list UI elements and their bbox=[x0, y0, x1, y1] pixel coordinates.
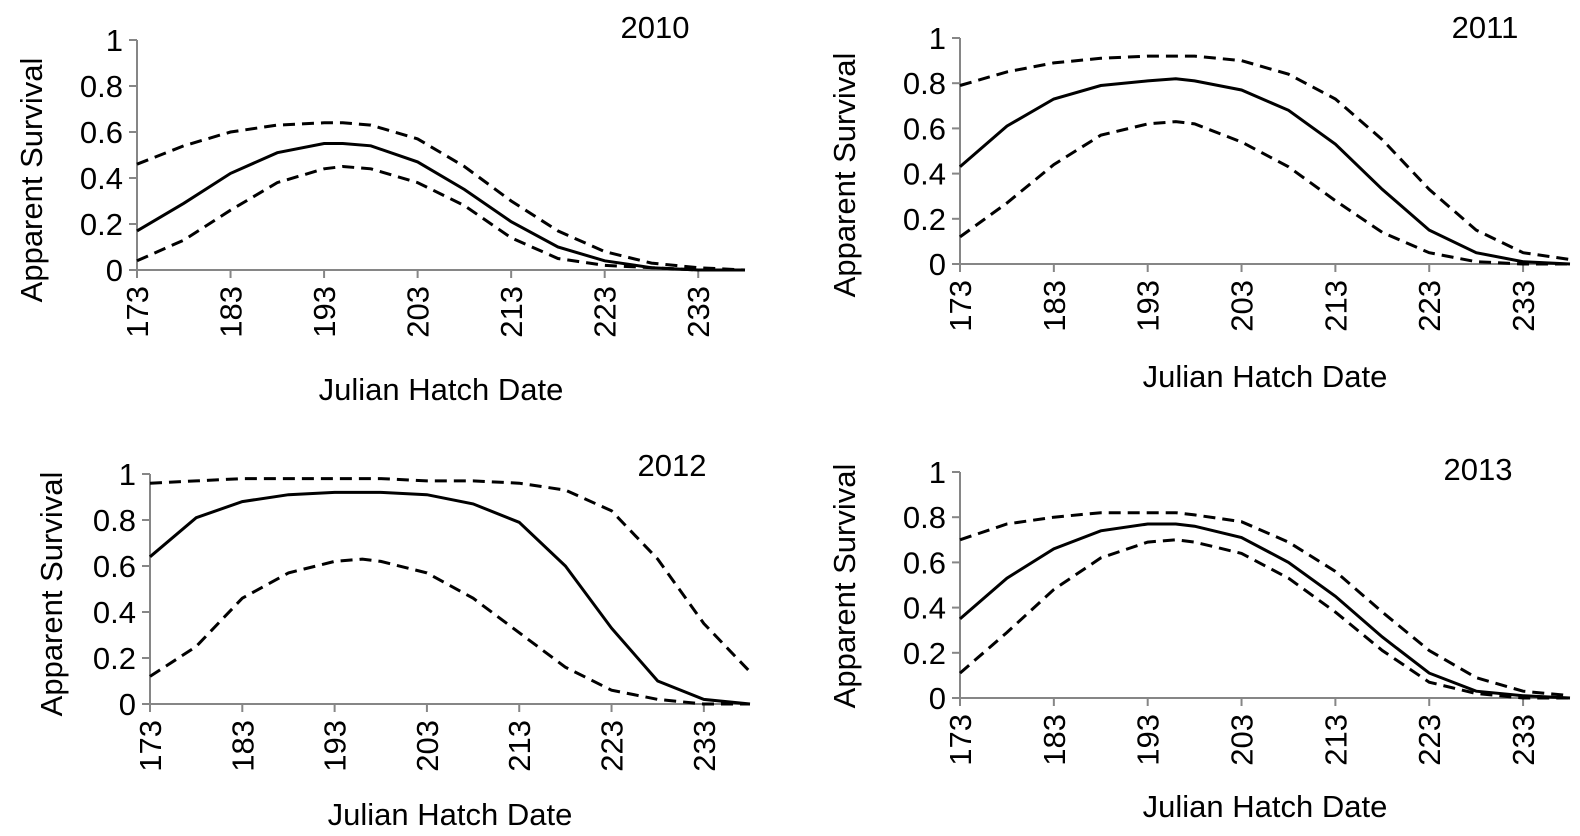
chart-title: 2012 bbox=[638, 448, 707, 483]
chart-panel-2011: 0 0.2 0.4 0.6 0.8 1 173 183 193 203 213 223 233 2011 A… bbox=[790, 0, 1580, 418]
survival-estimate-line bbox=[959, 77, 1571, 266]
chart-panel-2010: 0 0.2 0.4 0.6 0.8 1 173 183 193 203 213 223 233 2010 A… bbox=[0, 0, 790, 418]
upper-ci-line bbox=[959, 54, 1571, 261]
chart-title: 2011 bbox=[1452, 10, 1519, 45]
x-axis-label: Julian Hatch Date bbox=[1143, 789, 1388, 824]
lower-ci-line bbox=[149, 557, 750, 706]
x-tick-label: 233 bbox=[687, 720, 722, 772]
x-tick-label: 173 bbox=[120, 286, 155, 338]
x-tick-label: 213 bbox=[494, 286, 529, 338]
y-tick-label: 1 bbox=[929, 21, 946, 56]
y-tick-label: 0.8 bbox=[903, 500, 946, 535]
x-tick-label: 193 bbox=[1131, 280, 1166, 332]
y-tick-label: 0.4 bbox=[903, 591, 946, 626]
x-tick-label: 203 bbox=[1225, 714, 1260, 766]
x-tick-label: 203 bbox=[410, 720, 445, 772]
x-tick-label: 173 bbox=[943, 280, 978, 332]
survival-estimate-line bbox=[149, 490, 751, 706]
chart-panel-2012: 0 0.2 0.4 0.6 0.8 1 173 183 193 203 213 223 233 2012 A… bbox=[0, 418, 790, 836]
x-tick-label: 173 bbox=[133, 720, 168, 772]
survival-estimate-line bbox=[959, 522, 1571, 700]
x-tick-label: 213 bbox=[502, 720, 537, 772]
x-tick-label: 183 bbox=[1037, 714, 1072, 766]
upper-ci-line bbox=[149, 477, 752, 673]
x-tick-label: 193 bbox=[307, 286, 342, 338]
chart-2012-svg: 0 0.2 0.4 0.6 0.8 1 173 183 193 203 213 223 233 2012 A… bbox=[34, 448, 752, 832]
y-tick-label: 0.8 bbox=[903, 66, 946, 101]
upper-ci-line bbox=[959, 511, 1571, 698]
x-axis-label: Julian Hatch Date bbox=[1143, 359, 1388, 394]
x-tick-label: 233 bbox=[1506, 714, 1541, 766]
chart-2010-svg: 0 0.2 0.4 0.6 0.8 1 173 183 193 203 213 223 233 2010 A… bbox=[14, 10, 746, 407]
y-tick-label: 1 bbox=[119, 457, 136, 492]
chart-panel-2013: 0 0.2 0.4 0.6 0.8 1 173 183 193 203 213 223 233 2013 A… bbox=[790, 418, 1580, 836]
y-axis-label: Apparent Survival bbox=[827, 53, 862, 298]
y-tick-label: 0.6 bbox=[93, 549, 136, 584]
x-tick-label: 223 bbox=[1412, 280, 1447, 332]
y-tick-label: 0.2 bbox=[903, 202, 946, 237]
y-tick-label: 1 bbox=[929, 455, 946, 490]
y-tick-label: 0.4 bbox=[93, 595, 136, 630]
y-tick-label: 0.6 bbox=[80, 115, 123, 150]
x-tick-label: 223 bbox=[588, 286, 623, 338]
y-tick-label: 0.2 bbox=[903, 636, 946, 671]
x-axis-label: Julian Hatch Date bbox=[328, 797, 573, 832]
chart-2013-svg: 0 0.2 0.4 0.6 0.8 1 173 183 193 203 213 223 233 2013 A… bbox=[827, 452, 1571, 824]
x-tick-label: 193 bbox=[1131, 714, 1166, 766]
x-tick-label: 193 bbox=[318, 720, 353, 772]
y-tick-label: 0 bbox=[106, 253, 123, 288]
x-axis-label: Julian Hatch Date bbox=[319, 372, 564, 407]
y-axis-label: Apparent Survival bbox=[827, 464, 862, 709]
y-axis-label: Apparent Survival bbox=[14, 58, 49, 303]
x-tick-label: 173 bbox=[943, 714, 978, 766]
x-tick-label: 203 bbox=[401, 286, 436, 338]
y-tick-label: 0.8 bbox=[93, 503, 136, 538]
x-tick-label: 183 bbox=[214, 286, 249, 338]
y-tick-label: 1 bbox=[106, 23, 123, 58]
chart-title: 2013 bbox=[1444, 452, 1513, 487]
x-tick-label: 183 bbox=[225, 720, 260, 772]
x-tick-label: 223 bbox=[1412, 714, 1447, 766]
x-tick-label: 233 bbox=[681, 286, 716, 338]
y-axis-label: Apparent Survival bbox=[34, 472, 69, 717]
x-tick-label: 223 bbox=[595, 720, 630, 772]
lower-ci-line bbox=[959, 538, 1570, 700]
x-tick-label: 203 bbox=[1225, 280, 1260, 332]
y-tick-label: 0.4 bbox=[80, 161, 123, 196]
x-tick-label: 213 bbox=[1318, 280, 1353, 332]
chart-title: 2010 bbox=[621, 10, 690, 45]
y-tick-label: 0.2 bbox=[80, 207, 123, 242]
y-tick-label: 0 bbox=[929, 681, 946, 716]
survival-estimate-line bbox=[136, 142, 745, 272]
y-tick-label: 0 bbox=[119, 687, 136, 722]
x-tick-label: 233 bbox=[1506, 280, 1541, 332]
chart-2011-svg: 0 0.2 0.4 0.6 0.8 1 173 183 193 203 213 223 233 2011 A… bbox=[827, 10, 1571, 394]
y-tick-label: 0.6 bbox=[903, 111, 946, 146]
y-tick-label: 0.2 bbox=[93, 641, 136, 676]
y-tick-label: 0.4 bbox=[903, 157, 946, 192]
y-tick-label: 0.8 bbox=[80, 69, 123, 104]
y-tick-label: 0 bbox=[929, 247, 946, 282]
lower-ci-line bbox=[136, 164, 745, 272]
upper-ci-line bbox=[136, 121, 746, 272]
lower-ci-line bbox=[959, 120, 1570, 266]
x-tick-label: 213 bbox=[1318, 714, 1353, 766]
x-tick-label: 183 bbox=[1037, 280, 1072, 332]
y-tick-label: 0.6 bbox=[903, 545, 946, 580]
